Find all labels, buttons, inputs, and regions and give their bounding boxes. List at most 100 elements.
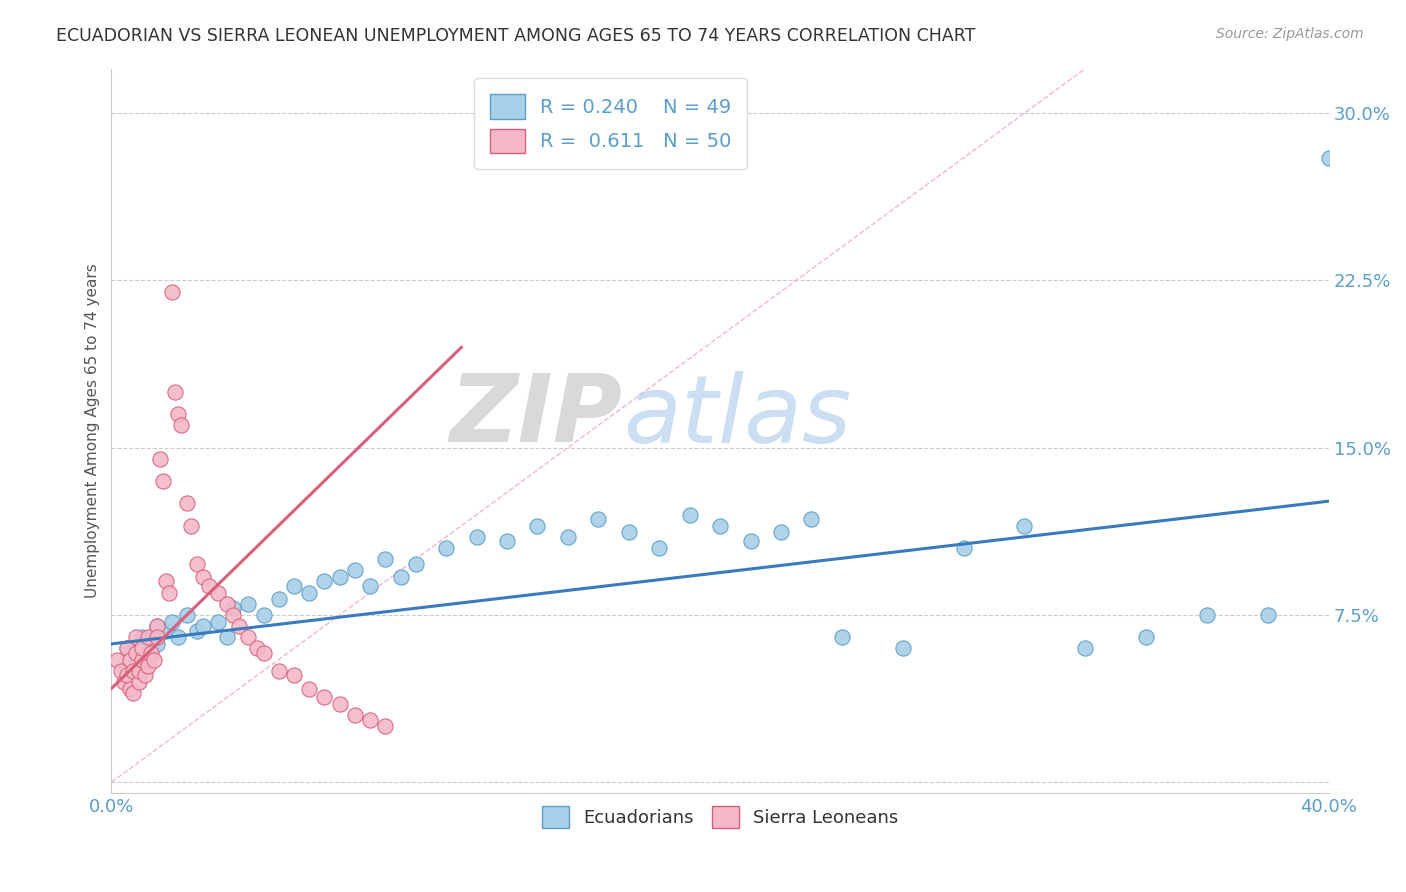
Point <box>496 534 519 549</box>
Point <box>1257 607 1279 622</box>
Point <box>359 713 381 727</box>
Text: atlas: atlas <box>623 371 851 462</box>
Point <box>246 641 269 656</box>
Point <box>128 674 150 689</box>
Point <box>125 630 148 644</box>
Point <box>314 574 336 589</box>
Point <box>125 646 148 660</box>
Point <box>176 607 198 622</box>
Point <box>146 619 169 633</box>
Point <box>115 641 138 656</box>
Point <box>131 652 153 666</box>
Point <box>162 615 184 629</box>
Point <box>283 668 305 682</box>
Legend: Ecuadorians, Sierra Leoneans: Ecuadorians, Sierra Leoneans <box>534 798 905 835</box>
Point <box>146 630 169 644</box>
Text: ZIP: ZIP <box>450 370 623 462</box>
Point <box>648 541 671 555</box>
Point <box>162 285 184 299</box>
Point <box>1317 151 1340 165</box>
Y-axis label: Unemployment Among Ages 65 to 74 years: Unemployment Among Ages 65 to 74 years <box>86 263 100 599</box>
Point <box>329 697 352 711</box>
Point <box>831 630 853 644</box>
Point <box>267 592 290 607</box>
Point <box>191 619 214 633</box>
Point <box>125 652 148 666</box>
Point <box>167 630 190 644</box>
Point <box>207 585 229 599</box>
Point <box>709 518 731 533</box>
Point <box>215 630 238 644</box>
Point <box>136 646 159 660</box>
Point <box>952 541 974 555</box>
Point <box>329 570 352 584</box>
Point <box>314 690 336 705</box>
Point <box>167 407 190 421</box>
Point <box>118 681 141 696</box>
Point <box>891 641 914 656</box>
Point <box>298 585 321 599</box>
Point <box>131 630 153 644</box>
Point <box>121 686 143 700</box>
Point <box>298 681 321 696</box>
Point <box>222 601 245 615</box>
Point <box>1195 607 1218 622</box>
Text: Source: ZipAtlas.com: Source: ZipAtlas.com <box>1216 27 1364 41</box>
Point <box>343 563 366 577</box>
Point <box>134 668 156 682</box>
Point <box>434 541 457 555</box>
Point <box>157 585 180 599</box>
Point <box>252 646 274 660</box>
Point <box>526 518 548 533</box>
Point <box>149 451 172 466</box>
Point <box>186 557 208 571</box>
Point <box>740 534 762 549</box>
Point <box>110 664 132 678</box>
Point <box>180 518 202 533</box>
Point <box>359 579 381 593</box>
Point <box>207 615 229 629</box>
Point <box>136 659 159 673</box>
Point <box>165 384 187 399</box>
Point <box>112 674 135 689</box>
Point <box>155 624 177 638</box>
Point <box>198 579 221 593</box>
Point <box>143 652 166 666</box>
Point <box>146 637 169 651</box>
Point <box>155 574 177 589</box>
Point <box>1074 641 1097 656</box>
Point <box>267 664 290 678</box>
Point <box>617 525 640 540</box>
Point <box>1014 518 1036 533</box>
Point <box>588 512 610 526</box>
Point <box>146 619 169 633</box>
Point <box>115 668 138 682</box>
Point <box>228 619 250 633</box>
Point <box>121 664 143 678</box>
Point <box>374 719 396 733</box>
Point <box>186 624 208 638</box>
Point <box>557 530 579 544</box>
Point <box>252 607 274 622</box>
Point <box>152 474 174 488</box>
Point <box>115 641 138 656</box>
Point <box>465 530 488 544</box>
Point <box>139 646 162 660</box>
Point <box>405 557 427 571</box>
Point <box>128 664 150 678</box>
Point <box>374 552 396 566</box>
Point <box>107 652 129 666</box>
Point <box>238 630 260 644</box>
Point <box>136 630 159 644</box>
Point <box>222 607 245 622</box>
Point <box>131 641 153 656</box>
Text: ECUADORIAN VS SIERRA LEONEAN UNEMPLOYMENT AMONG AGES 65 TO 74 YEARS CORRELATION : ECUADORIAN VS SIERRA LEONEAN UNEMPLOYMEN… <box>56 27 976 45</box>
Point <box>679 508 702 522</box>
Point <box>389 570 412 584</box>
Point <box>215 597 238 611</box>
Point <box>283 579 305 593</box>
Point <box>238 597 260 611</box>
Point <box>176 496 198 510</box>
Point <box>343 708 366 723</box>
Point <box>1135 630 1157 644</box>
